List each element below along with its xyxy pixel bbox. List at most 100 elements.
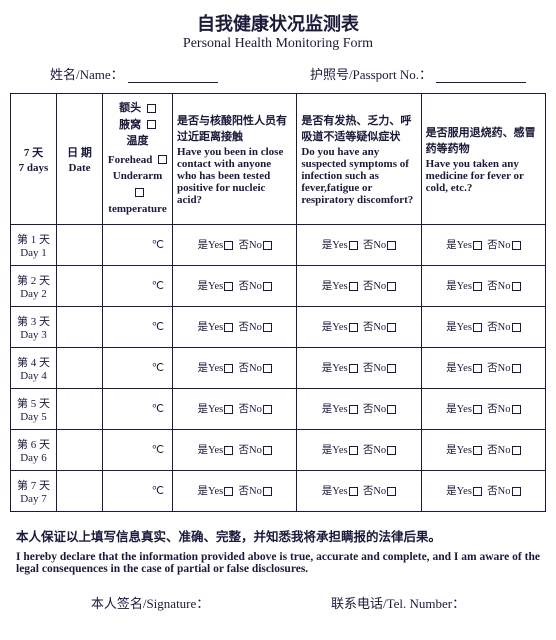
temp-cell[interactable]: ℃ [103,429,173,470]
q1-cell: 是Yes 否No [173,265,297,306]
yes-checkbox[interactable] [349,282,358,291]
q3-cell: 是Yes 否No [421,265,545,306]
yes-label: 是Yes [446,322,472,333]
hdr-q2-en: Do you have any suspected symptoms of in… [301,146,416,206]
no-checkbox[interactable] [387,364,396,373]
passport-input-line[interactable] [436,69,526,83]
yes-checkbox[interactable] [224,487,233,496]
name-input-line[interactable] [128,69,218,83]
temp-cell[interactable]: ℃ [103,224,173,265]
no-checkbox[interactable] [263,323,272,332]
no-checkbox[interactable] [387,487,396,496]
no-checkbox[interactable] [512,364,521,373]
yes-checkbox[interactable] [473,405,482,414]
yes-checkbox[interactable] [349,241,358,250]
yes-checkbox[interactable] [224,364,233,373]
no-label: 否No [487,240,510,251]
declaration-cn: 本人保证以上填写信息真实、准确、完整，并知悉我将承担瞒报的法律后果。 [16,526,540,545]
no-checkbox[interactable] [512,487,521,496]
yes-checkbox[interactable] [473,446,482,455]
hdr-q3-en: Have you taken any medicine for fever or… [426,158,541,194]
temp-cell[interactable]: ℃ [103,388,173,429]
no-checkbox[interactable] [263,241,272,250]
no-checkbox[interactable] [263,282,272,291]
no-checkbox[interactable] [387,282,396,291]
forehead-checkbox[interactable] [147,104,156,113]
name-label: 姓名/Name： [50,64,124,83]
yes-checkbox[interactable] [349,487,358,496]
date-cell[interactable] [57,347,103,388]
q3-cell: 是Yes 否No [421,388,545,429]
no-checkbox[interactable] [263,364,272,373]
yes-label: 是Yes [446,445,472,456]
table-row: 第 5 天Day 5℃是Yes 否No是Yes 否No是Yes 否No [11,388,546,429]
yes-checkbox[interactable] [473,364,482,373]
tel-label: 联系电话/Tel. Number： [331,593,465,612]
hdr-temp-en2: Underarm [113,170,163,182]
temp-cell[interactable]: ℃ [103,306,173,347]
temp-cell[interactable]: ℃ [103,265,173,306]
underarm-checkbox-en[interactable] [135,188,144,197]
yes-label: 是Yes [446,281,472,292]
no-checkbox[interactable] [387,446,396,455]
table-row: 第 6 天Day 6℃是Yes 否No是Yes 否No是Yes 否No [11,429,546,470]
no-label: 否No [487,445,510,456]
forehead-checkbox-en[interactable] [158,155,167,164]
no-label: 否No [363,322,386,333]
no-checkbox[interactable] [263,405,272,414]
date-cell[interactable] [57,306,103,347]
yes-checkbox[interactable] [224,323,233,332]
no-label: 否No [239,363,262,374]
yes-checkbox[interactable] [349,323,358,332]
yes-checkbox[interactable] [349,364,358,373]
no-checkbox[interactable] [387,323,396,332]
yes-checkbox[interactable] [473,282,482,291]
no-checkbox[interactable] [512,323,521,332]
yes-checkbox[interactable] [224,446,233,455]
no-label: 否No [487,281,510,292]
temp-cell[interactable]: ℃ [103,347,173,388]
no-label: 否No [239,322,262,333]
q1-cell: 是Yes 否No [173,388,297,429]
date-cell[interactable] [57,429,103,470]
yes-checkbox[interactable] [349,446,358,455]
date-cell[interactable] [57,224,103,265]
yes-label: 是Yes [446,404,472,415]
day-cell: 第 5 天Day 5 [11,388,57,429]
yes-checkbox[interactable] [349,405,358,414]
passport-label: 护照号/Passport No.： [310,64,432,83]
no-checkbox[interactable] [512,405,521,414]
yes-label: 是Yes [197,322,223,333]
no-checkbox[interactable] [512,241,521,250]
no-checkbox[interactable] [263,487,272,496]
q2-cell: 是Yes 否No [297,224,421,265]
yes-checkbox[interactable] [224,241,233,250]
temp-cell[interactable]: ℃ [103,470,173,511]
yes-checkbox[interactable] [224,405,233,414]
date-cell[interactable] [57,265,103,306]
day-cell: 第 7 天Day 7 [11,470,57,511]
day-cell: 第 3 天Day 3 [11,306,57,347]
no-checkbox[interactable] [263,446,272,455]
underarm-checkbox[interactable] [147,120,156,129]
no-label: 否No [487,363,510,374]
yes-checkbox[interactable] [473,323,482,332]
q2-cell: 是Yes 否No [297,388,421,429]
no-label: 否No [487,486,510,497]
no-checkbox[interactable] [512,282,521,291]
date-cell[interactable] [57,470,103,511]
yes-label: 是Yes [322,363,348,374]
hdr-temp-cn3: 温度 [127,135,149,147]
no-checkbox[interactable] [512,446,521,455]
yes-label: 是Yes [197,240,223,251]
yes-checkbox[interactable] [473,241,482,250]
date-cell[interactable] [57,388,103,429]
yes-checkbox[interactable] [224,282,233,291]
no-label: 否No [363,445,386,456]
no-checkbox[interactable] [387,405,396,414]
q1-cell: 是Yes 否No [173,347,297,388]
no-checkbox[interactable] [387,241,396,250]
yes-label: 是Yes [322,486,348,497]
yes-checkbox[interactable] [473,487,482,496]
yes-label: 是Yes [197,486,223,497]
